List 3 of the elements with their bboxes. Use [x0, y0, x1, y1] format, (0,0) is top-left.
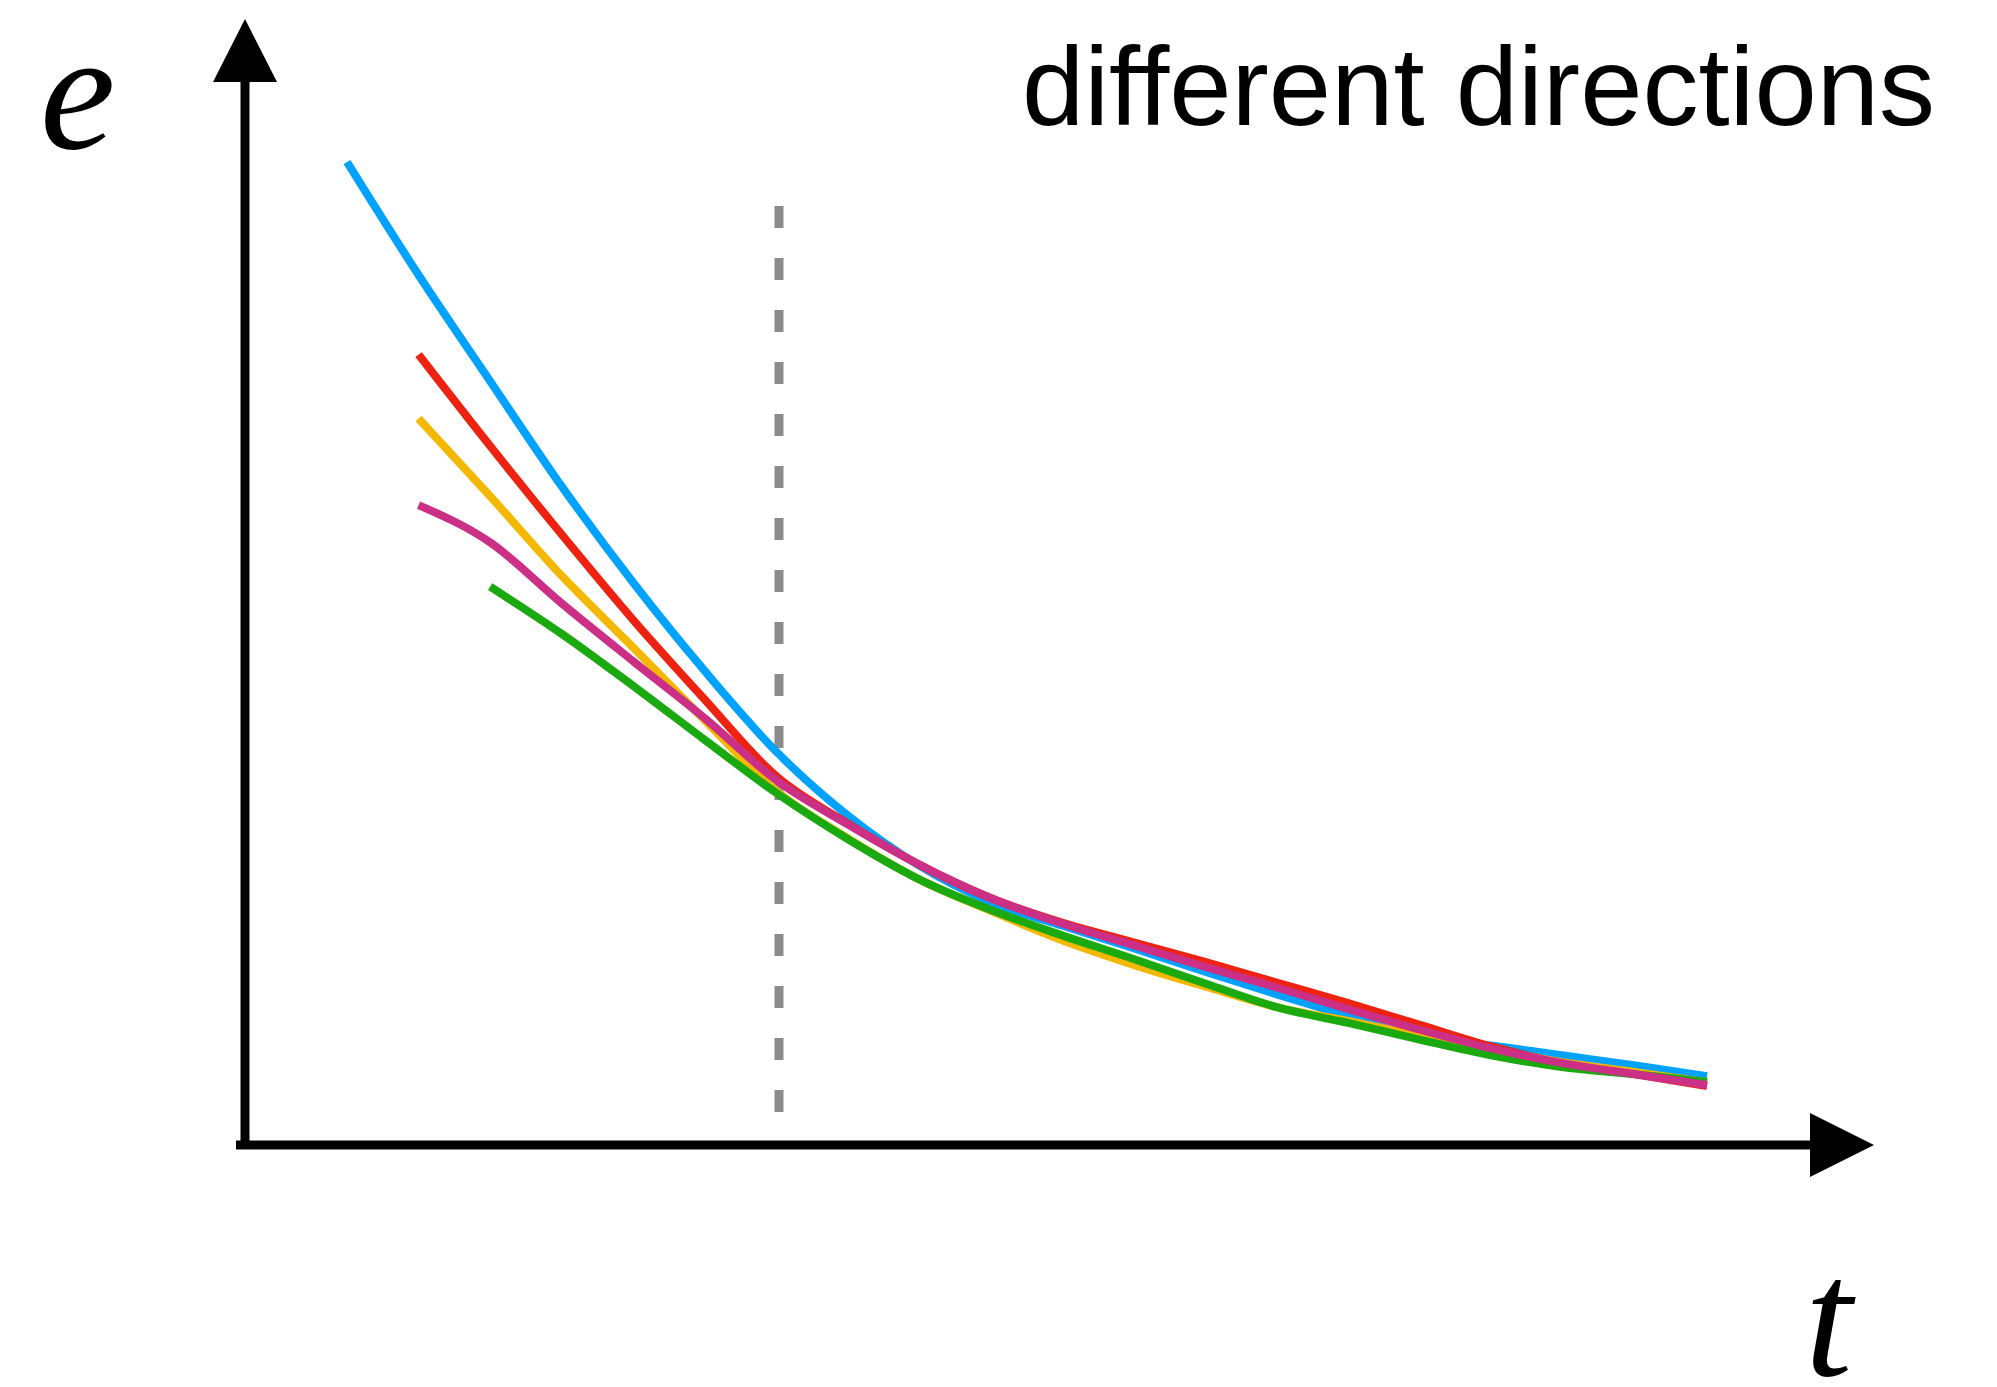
x-axis-title: t [1805, 1224, 1856, 1387]
y-axis-title: e [40, 0, 116, 185]
chart-title: different directions [1021, 24, 1935, 149]
